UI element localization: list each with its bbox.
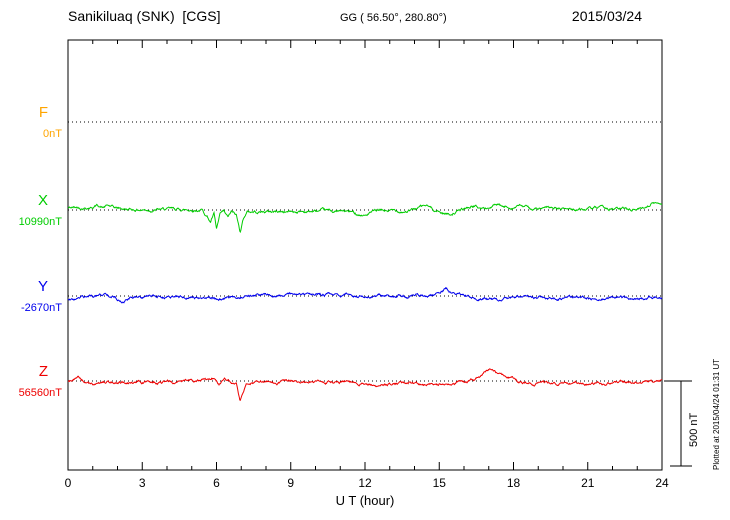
x-tick-label: 9	[287, 476, 295, 490]
trace-y	[67, 286, 663, 304]
plotted-timestamp: Plotted at 2015/04/24 01:31 UT	[712, 358, 721, 470]
scale-bar-label: 500 nT	[688, 412, 700, 447]
x-tick-label: 15	[432, 476, 446, 490]
x-tick-label: 6	[213, 476, 220, 490]
x-axis-title: U T (hour)	[335, 493, 395, 508]
series-baseline-f: 0nT	[43, 128, 62, 140]
series-baseline-z: 56560nT	[18, 387, 62, 399]
station-title: Sanikiluaq (SNK) [CGS]	[68, 8, 221, 24]
x-tick-label: 24	[655, 476, 669, 490]
plot-frame	[67, 39, 663, 471]
series-label-x: X	[37, 192, 48, 209]
x-tick-label: 3	[138, 476, 146, 490]
trace-x	[67, 201, 663, 234]
plot-date: 2015/03/24	[571, 8, 642, 24]
series-baseline-x: 10990nT	[18, 216, 62, 228]
x-tick-label: 18	[506, 476, 521, 490]
x-tick-label: 0	[64, 476, 72, 490]
gg-coordinates: GG ( 56.50°, 280.80°)	[340, 12, 447, 24]
x-tick-label: 21	[581, 476, 595, 490]
series-label-y: Y	[37, 278, 48, 295]
series-baseline-y: -2670nT	[21, 302, 62, 314]
series-label-f: F	[38, 104, 48, 121]
x-tick-label: 12	[358, 476, 372, 490]
series-label-z: Z	[38, 363, 48, 380]
trace-z	[68, 368, 663, 402]
